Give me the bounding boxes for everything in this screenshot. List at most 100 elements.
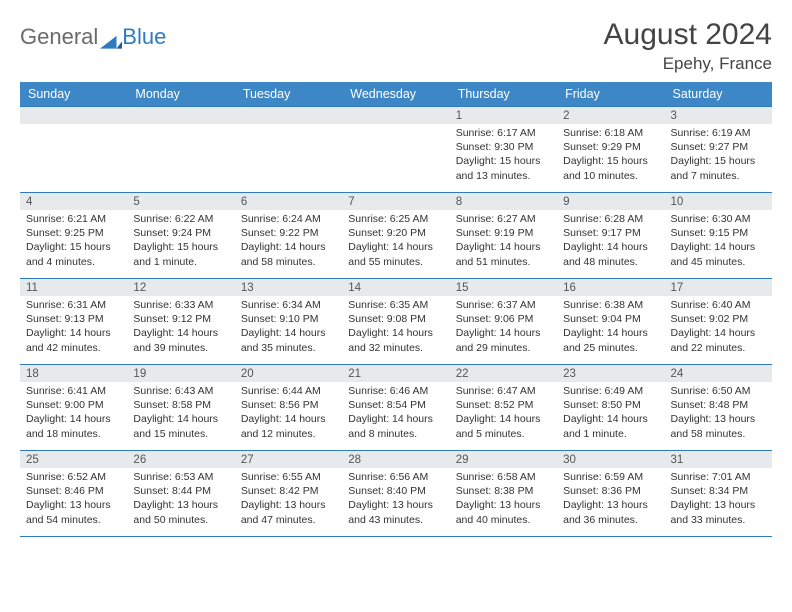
day-details: Sunrise: 6:58 AMSunset: 8:38 PMDaylight:… [450,468,557,529]
day-details: Sunrise: 6:35 AMSunset: 9:08 PMDaylight:… [342,296,449,357]
day-number: 15 [450,279,557,296]
day-details: Sunrise: 6:18 AMSunset: 9:29 PMDaylight:… [557,124,664,185]
calendar-table: Sunday Monday Tuesday Wednesday Thursday… [20,82,772,537]
day-number: 24 [665,365,772,382]
day-number: 31 [665,451,772,468]
day-cell: 22Sunrise: 6:47 AMSunset: 8:52 PMDayligh… [450,365,557,451]
day-cell: 24Sunrise: 6:50 AMSunset: 8:48 PMDayligh… [665,365,772,451]
col-thursday: Thursday [450,82,557,107]
page-title: August 2024 [604,18,772,52]
day-number: 21 [342,365,449,382]
location-label: Epehy, France [604,54,772,74]
col-saturday: Saturday [665,82,772,107]
day-details: Sunrise: 6:30 AMSunset: 9:15 PMDaylight:… [665,210,772,271]
day-cell: 27Sunrise: 6:55 AMSunset: 8:42 PMDayligh… [235,451,342,537]
day-cell: 21Sunrise: 6:46 AMSunset: 8:54 PMDayligh… [342,365,449,451]
day-number: 11 [20,279,127,296]
table-row: 4Sunrise: 6:21 AMSunset: 9:25 PMDaylight… [20,193,772,279]
day-number: 8 [450,193,557,210]
day-number: 9 [557,193,664,210]
day-details: Sunrise: 6:17 AMSunset: 9:30 PMDaylight:… [450,124,557,185]
day-details: Sunrise: 6:21 AMSunset: 9:25 PMDaylight:… [20,210,127,271]
table-row: 1Sunrise: 6:17 AMSunset: 9:30 PMDaylight… [20,107,772,193]
day-cell: 17Sunrise: 6:40 AMSunset: 9:02 PMDayligh… [665,279,772,365]
day-details: Sunrise: 6:49 AMSunset: 8:50 PMDaylight:… [557,382,664,443]
day-number: 1 [450,107,557,124]
day-cell: 26Sunrise: 6:53 AMSunset: 8:44 PMDayligh… [127,451,234,537]
day-number: 6 [235,193,342,210]
day-details: Sunrise: 6:31 AMSunset: 9:13 PMDaylight:… [20,296,127,357]
day-details: Sunrise: 6:22 AMSunset: 9:24 PMDaylight:… [127,210,234,271]
day-cell: 16Sunrise: 6:38 AMSunset: 9:04 PMDayligh… [557,279,664,365]
col-monday: Monday [127,82,234,107]
day-number: 12 [127,279,234,296]
day-cell: 30Sunrise: 6:59 AMSunset: 8:36 PMDayligh… [557,451,664,537]
logo-text-2: Blue [122,24,166,50]
day-details: Sunrise: 6:25 AMSunset: 9:20 PMDaylight:… [342,210,449,271]
day-details: Sunrise: 6:27 AMSunset: 9:19 PMDaylight:… [450,210,557,271]
day-number: 16 [557,279,664,296]
day-details: Sunrise: 6:53 AMSunset: 8:44 PMDaylight:… [127,468,234,529]
day-number: 25 [20,451,127,468]
day-details: Sunrise: 6:37 AMSunset: 9:06 PMDaylight:… [450,296,557,357]
day-details: Sunrise: 6:59 AMSunset: 8:36 PMDaylight:… [557,468,664,529]
day-cell: 1Sunrise: 6:17 AMSunset: 9:30 PMDaylight… [450,107,557,193]
table-row: 25Sunrise: 6:52 AMSunset: 8:46 PMDayligh… [20,451,772,537]
logo-text-1: General [20,24,98,50]
day-cell [20,107,127,193]
day-cell: 3Sunrise: 6:19 AMSunset: 9:27 PMDaylight… [665,107,772,193]
day-number: 27 [235,451,342,468]
day-cell: 20Sunrise: 6:44 AMSunset: 8:56 PMDayligh… [235,365,342,451]
day-number: 28 [342,451,449,468]
day-details: Sunrise: 6:24 AMSunset: 9:22 PMDaylight:… [235,210,342,271]
logo: General Blue [20,18,166,50]
day-number: 29 [450,451,557,468]
day-cell: 11Sunrise: 6:31 AMSunset: 9:13 PMDayligh… [20,279,127,365]
day-cell: 14Sunrise: 6:35 AMSunset: 9:08 PMDayligh… [342,279,449,365]
day-number: 20 [235,365,342,382]
day-cell [127,107,234,193]
day-number: 19 [127,365,234,382]
col-friday: Friday [557,82,664,107]
col-wednesday: Wednesday [342,82,449,107]
day-number: 22 [450,365,557,382]
day-details: Sunrise: 6:46 AMSunset: 8:54 PMDaylight:… [342,382,449,443]
day-details: Sunrise: 6:43 AMSunset: 8:58 PMDaylight:… [127,382,234,443]
day-details: Sunrise: 6:55 AMSunset: 8:42 PMDaylight:… [235,468,342,529]
day-number: 17 [665,279,772,296]
day-details: Sunrise: 6:47 AMSunset: 8:52 PMDaylight:… [450,382,557,443]
day-details: Sunrise: 6:52 AMSunset: 8:46 PMDaylight:… [20,468,127,529]
day-number: 4 [20,193,127,210]
day-cell: 15Sunrise: 6:37 AMSunset: 9:06 PMDayligh… [450,279,557,365]
table-row: 11Sunrise: 6:31 AMSunset: 9:13 PMDayligh… [20,279,772,365]
col-tuesday: Tuesday [235,82,342,107]
day-cell [342,107,449,193]
day-number: 2 [557,107,664,124]
day-cell: 9Sunrise: 6:28 AMSunset: 9:17 PMDaylight… [557,193,664,279]
day-cell: 31Sunrise: 7:01 AMSunset: 8:34 PMDayligh… [665,451,772,537]
day-details: Sunrise: 6:40 AMSunset: 9:02 PMDaylight:… [665,296,772,357]
table-row: 18Sunrise: 6:41 AMSunset: 9:00 PMDayligh… [20,365,772,451]
weekday-header-row: Sunday Monday Tuesday Wednesday Thursday… [20,82,772,107]
day-cell: 18Sunrise: 6:41 AMSunset: 9:00 PMDayligh… [20,365,127,451]
logo-triangle-icon [100,29,122,45]
day-details: Sunrise: 6:38 AMSunset: 9:04 PMDaylight:… [557,296,664,357]
calendar-body: 1Sunrise: 6:17 AMSunset: 9:30 PMDaylight… [20,107,772,537]
day-cell: 5Sunrise: 6:22 AMSunset: 9:24 PMDaylight… [127,193,234,279]
day-number: 26 [127,451,234,468]
day-details: Sunrise: 6:50 AMSunset: 8:48 PMDaylight:… [665,382,772,443]
day-cell [235,107,342,193]
day-cell: 13Sunrise: 6:34 AMSunset: 9:10 PMDayligh… [235,279,342,365]
title-block: August 2024 Epehy, France [604,18,772,74]
day-details: Sunrise: 6:34 AMSunset: 9:10 PMDaylight:… [235,296,342,357]
day-cell: 23Sunrise: 6:49 AMSunset: 8:50 PMDayligh… [557,365,664,451]
col-sunday: Sunday [20,82,127,107]
day-number: 7 [342,193,449,210]
day-details: Sunrise: 6:28 AMSunset: 9:17 PMDaylight:… [557,210,664,271]
day-cell: 10Sunrise: 6:30 AMSunset: 9:15 PMDayligh… [665,193,772,279]
day-cell: 28Sunrise: 6:56 AMSunset: 8:40 PMDayligh… [342,451,449,537]
day-details: Sunrise: 7:01 AMSunset: 8:34 PMDaylight:… [665,468,772,529]
day-cell: 29Sunrise: 6:58 AMSunset: 8:38 PMDayligh… [450,451,557,537]
day-number: 13 [235,279,342,296]
day-cell: 7Sunrise: 6:25 AMSunset: 9:20 PMDaylight… [342,193,449,279]
